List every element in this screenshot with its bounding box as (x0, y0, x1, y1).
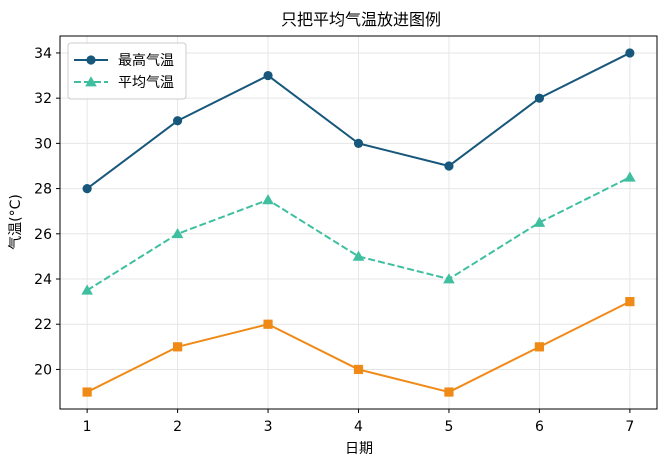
y-tick-label: 30 (34, 136, 52, 152)
data-point (81, 284, 93, 295)
data-point (82, 183, 92, 194)
data-point (172, 342, 183, 352)
legend-swatch-marker (85, 76, 97, 87)
x-tick-label: 6 (535, 419, 544, 435)
data-point (82, 387, 92, 397)
data-point (624, 171, 636, 182)
legend-item: 平均气温 (74, 75, 174, 91)
y-tick-label: 24 (34, 272, 52, 288)
series-layer (81, 48, 636, 397)
data-point (263, 319, 273, 329)
legend-swatch-marker (86, 55, 96, 65)
data-point (533, 216, 546, 227)
x-tick-label: 7 (625, 419, 634, 435)
data-point (443, 273, 455, 284)
data-point (263, 70, 273, 81)
data-point (534, 93, 545, 103)
x-tick-label: 5 (444, 419, 453, 435)
legend-label: 最高气温 (118, 52, 174, 69)
data-point (171, 228, 184, 239)
data-point (625, 48, 635, 58)
x-tick-label: 2 (173, 419, 182, 435)
y-tick-label: 28 (34, 182, 52, 198)
y-axis-label: 气温(°C) (8, 194, 24, 250)
data-point (353, 364, 364, 375)
data-point (625, 297, 635, 307)
y-tick-label: 34 (34, 46, 52, 62)
data-point (534, 342, 545, 352)
y-tick-label: 22 (34, 317, 52, 333)
series-2 (81, 171, 636, 295)
data-point (172, 116, 183, 126)
x-tick-label: 3 (264, 419, 273, 435)
series-1 (82, 48, 635, 194)
x-axis-label: 日期 (345, 441, 373, 457)
series-3 (82, 297, 635, 397)
x-tick-label: 1 (83, 419, 92, 435)
data-point (352, 250, 365, 261)
chart-title: 只把平均气温放进图例 (281, 10, 441, 29)
x-tick-label: 4 (354, 419, 363, 435)
y-tick-label: 20 (34, 362, 52, 378)
legend-box (67, 42, 187, 100)
legend-item: 最高气温 (74, 52, 174, 69)
legend-label: 平均气温 (118, 75, 174, 91)
data-point (444, 161, 454, 171)
y-tick-label: 26 (34, 227, 52, 243)
y-tick-label: 32 (34, 91, 52, 107)
data-point (262, 194, 274, 205)
data-point (444, 387, 454, 397)
data-point (353, 138, 364, 148)
